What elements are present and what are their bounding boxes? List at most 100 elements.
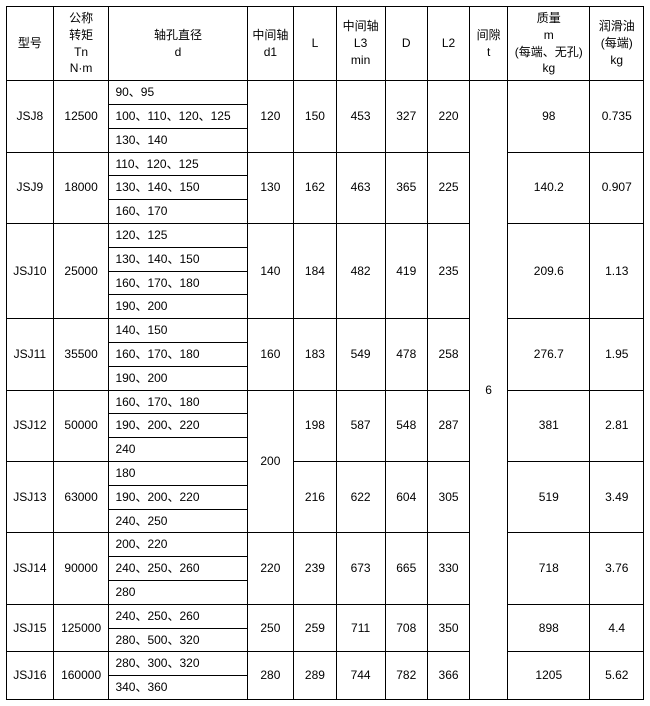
cell-mass: 898 [508,604,590,652]
cell-torque: 12500 [53,81,109,152]
cell-model: JSJ12 [7,390,54,461]
hdr-d1: 中间轴d1 [247,7,294,81]
cell-L3: 549 [336,319,385,390]
header-row: 型号 公称转矩TnN·m 轴孔直径d 中间轴d1 L 中间轴L3min D L2… [7,7,644,81]
cell-model: JSJ13 [7,461,54,532]
cell-d1: 200 [247,390,294,533]
cell-shaft: 190、200、220 [109,414,247,438]
cell-L2: 235 [427,223,469,318]
cell-L2: 350 [427,604,469,652]
cell-shaft: 130、140、150 [109,247,247,271]
cell-L3: 482 [336,223,385,318]
cell-lube: 4.4 [590,604,644,652]
table-row: JSJ16160000280、300、320280289744782366120… [7,652,644,676]
cell-mass: 381 [508,390,590,461]
cell-D: 708 [385,604,427,652]
table-row: JSJ918000110、120、125130162463365225140.2… [7,152,644,176]
cell-torque: 90000 [53,533,109,604]
cell-model: JSJ15 [7,604,54,652]
hdr-L3: 中间轴L3min [336,7,385,81]
cell-D: 478 [385,319,427,390]
cell-shaft: 130、140 [109,128,247,152]
cell-shaft: 110、120、125 [109,152,247,176]
cell-L3: 744 [336,652,385,700]
cell-L: 150 [294,81,336,152]
cell-shaft: 280、500、320 [109,628,247,652]
cell-L: 184 [294,223,336,318]
cell-L2: 287 [427,390,469,461]
cell-clearance: 6 [470,81,508,700]
cell-shaft: 340、360 [109,676,247,700]
cell-L: 183 [294,319,336,390]
cell-lube: 1.95 [590,319,644,390]
cell-lube: 1.13 [590,223,644,318]
cell-model: JSJ8 [7,81,54,152]
hdr-L2: L2 [427,7,469,81]
table-row: JSJ1025000120、125140184482419235209.61.1… [7,223,644,247]
cell-d1: 280 [247,652,294,700]
cell-model: JSJ10 [7,223,54,318]
cell-D: 365 [385,152,427,223]
hdr-shaft: 轴孔直径d [109,7,247,81]
cell-d1: 250 [247,604,294,652]
cell-L2: 366 [427,652,469,700]
cell-L: 259 [294,604,336,652]
cell-d1: 130 [247,152,294,223]
cell-shaft: 240、250、260 [109,604,247,628]
cell-mass: 718 [508,533,590,604]
cell-shaft: 130、140、150 [109,176,247,200]
cell-torque: 125000 [53,604,109,652]
cell-mass: 1205 [508,652,590,700]
cell-L2: 225 [427,152,469,223]
cell-shaft: 90、95 [109,81,247,105]
cell-D: 327 [385,81,427,152]
hdr-lube: 润滑油(每端)kg [590,7,644,81]
cell-L3: 463 [336,152,385,223]
cell-L3: 622 [336,461,385,532]
cell-shaft: 140、150 [109,319,247,343]
spec-table: 型号 公称转矩TnN·m 轴孔直径d 中间轴d1 L 中间轴L3min D L2… [6,6,644,700]
cell-shaft: 160、170、180 [109,342,247,366]
cell-shaft: 100、110、120、125 [109,104,247,128]
cell-torque: 160000 [53,652,109,700]
cell-D: 548 [385,390,427,461]
cell-L2: 258 [427,319,469,390]
cell-lube: 0.735 [590,81,644,152]
cell-shaft: 190、200 [109,295,247,319]
cell-L3: 711 [336,604,385,652]
cell-L: 289 [294,652,336,700]
cell-lube: 5.62 [590,652,644,700]
cell-shaft: 240 [109,438,247,462]
table-row: JSJ15125000240、250、260250259711708350898… [7,604,644,628]
cell-d1: 140 [247,223,294,318]
cell-shaft: 240、250、260 [109,557,247,581]
cell-L2: 305 [427,461,469,532]
cell-D: 604 [385,461,427,532]
cell-lube: 3.49 [590,461,644,532]
cell-model: JSJ14 [7,533,54,604]
cell-shaft: 190、200、220 [109,485,247,509]
cell-shaft: 180 [109,461,247,485]
cell-L2: 220 [427,81,469,152]
cell-L: 198 [294,390,336,461]
cell-torque: 63000 [53,461,109,532]
table-row: JSJ1135500140、150160183549478258276.71.9… [7,319,644,343]
cell-D: 782 [385,652,427,700]
cell-lube: 0.907 [590,152,644,223]
cell-D: 419 [385,223,427,318]
cell-L3: 587 [336,390,385,461]
cell-model: JSJ9 [7,152,54,223]
cell-d1: 160 [247,319,294,390]
cell-L: 162 [294,152,336,223]
cell-L2: 330 [427,533,469,604]
cell-torque: 35500 [53,319,109,390]
cell-torque: 18000 [53,152,109,223]
cell-L3: 453 [336,81,385,152]
cell-L: 239 [294,533,336,604]
cell-shaft: 120、125 [109,223,247,247]
hdr-D: D [385,7,427,81]
cell-mass: 276.7 [508,319,590,390]
cell-mass: 140.2 [508,152,590,223]
table-row: JSJ1250000160、170、1802001985875482873812… [7,390,644,414]
hdr-t: 间隙t [470,7,508,81]
